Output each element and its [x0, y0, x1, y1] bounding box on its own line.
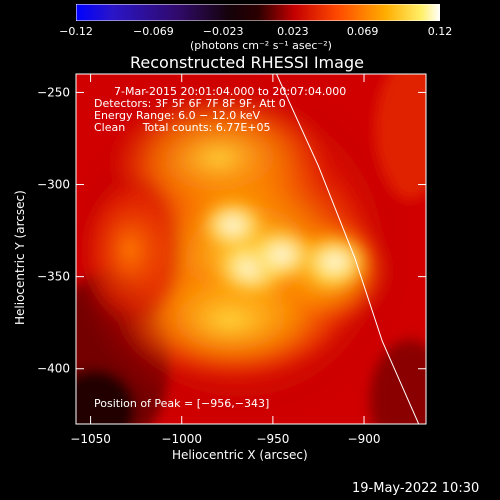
- colorbar-tick-label: −0.12: [59, 25, 93, 38]
- info-time-range: 7-Mar-2015 20:01:04.000 to 20:07:04.000: [114, 85, 347, 98]
- x-tick-label: −1000: [161, 432, 202, 446]
- colorbar-tick-label: −0.069: [132, 25, 174, 38]
- info-total-counts: Clean Total counts: 6.77E+05: [94, 121, 271, 134]
- footer-date: 19-May-2022 10:30: [352, 481, 480, 496]
- chart-title: Reconstructed RHESSI Image: [130, 53, 364, 72]
- y-tick-label: −400: [37, 362, 70, 376]
- x-tick-label: −950: [256, 432, 289, 446]
- colorbar-tick-label: 0.069: [346, 25, 379, 38]
- intensity-peak: [297, 232, 373, 292]
- intensity-peak: [196, 195, 270, 255]
- x-tick-label: −900: [348, 432, 381, 446]
- observation-info: 7-Mar-2015 20:01:04.000 to 20:07:04.000 …: [94, 86, 346, 134]
- plot-frame: [75, 73, 427, 425]
- heatmap-peaks: [196, 195, 373, 300]
- solar-limb-line: [276, 74, 420, 424]
- peak-position-label: Position of Peak = [−956,−343]: [94, 397, 270, 410]
- info-detectors: Detectors: 3F 5F 6F 7F 8F 9F, Att 0: [94, 97, 286, 110]
- colorbar-tick-label: −0.023: [202, 25, 244, 38]
- info-energy-range: Energy Range: 6.0 − 12.0 keV: [94, 109, 261, 122]
- colorbar-unit-label: (photons cm⁻² s⁻¹ asec⁻²): [190, 39, 332, 52]
- x-axis-label: Heliocentric X (arcsec): [172, 448, 308, 462]
- y-tick-label: −300: [37, 178, 70, 192]
- y-tick-label: −350: [37, 270, 70, 284]
- axes: −1050 −1000 −950 −900 −250 −300 −350 −400: [37, 74, 426, 446]
- y-axis-label: Heliocentric Y (arcsec): [13, 190, 27, 325]
- colorbar-tick-label: 0.023: [277, 25, 309, 38]
- colorbar-tick-label: 0.12: [427, 25, 453, 38]
- x-tick-label: −1050: [70, 432, 111, 446]
- y-tick-label: −250: [37, 85, 70, 99]
